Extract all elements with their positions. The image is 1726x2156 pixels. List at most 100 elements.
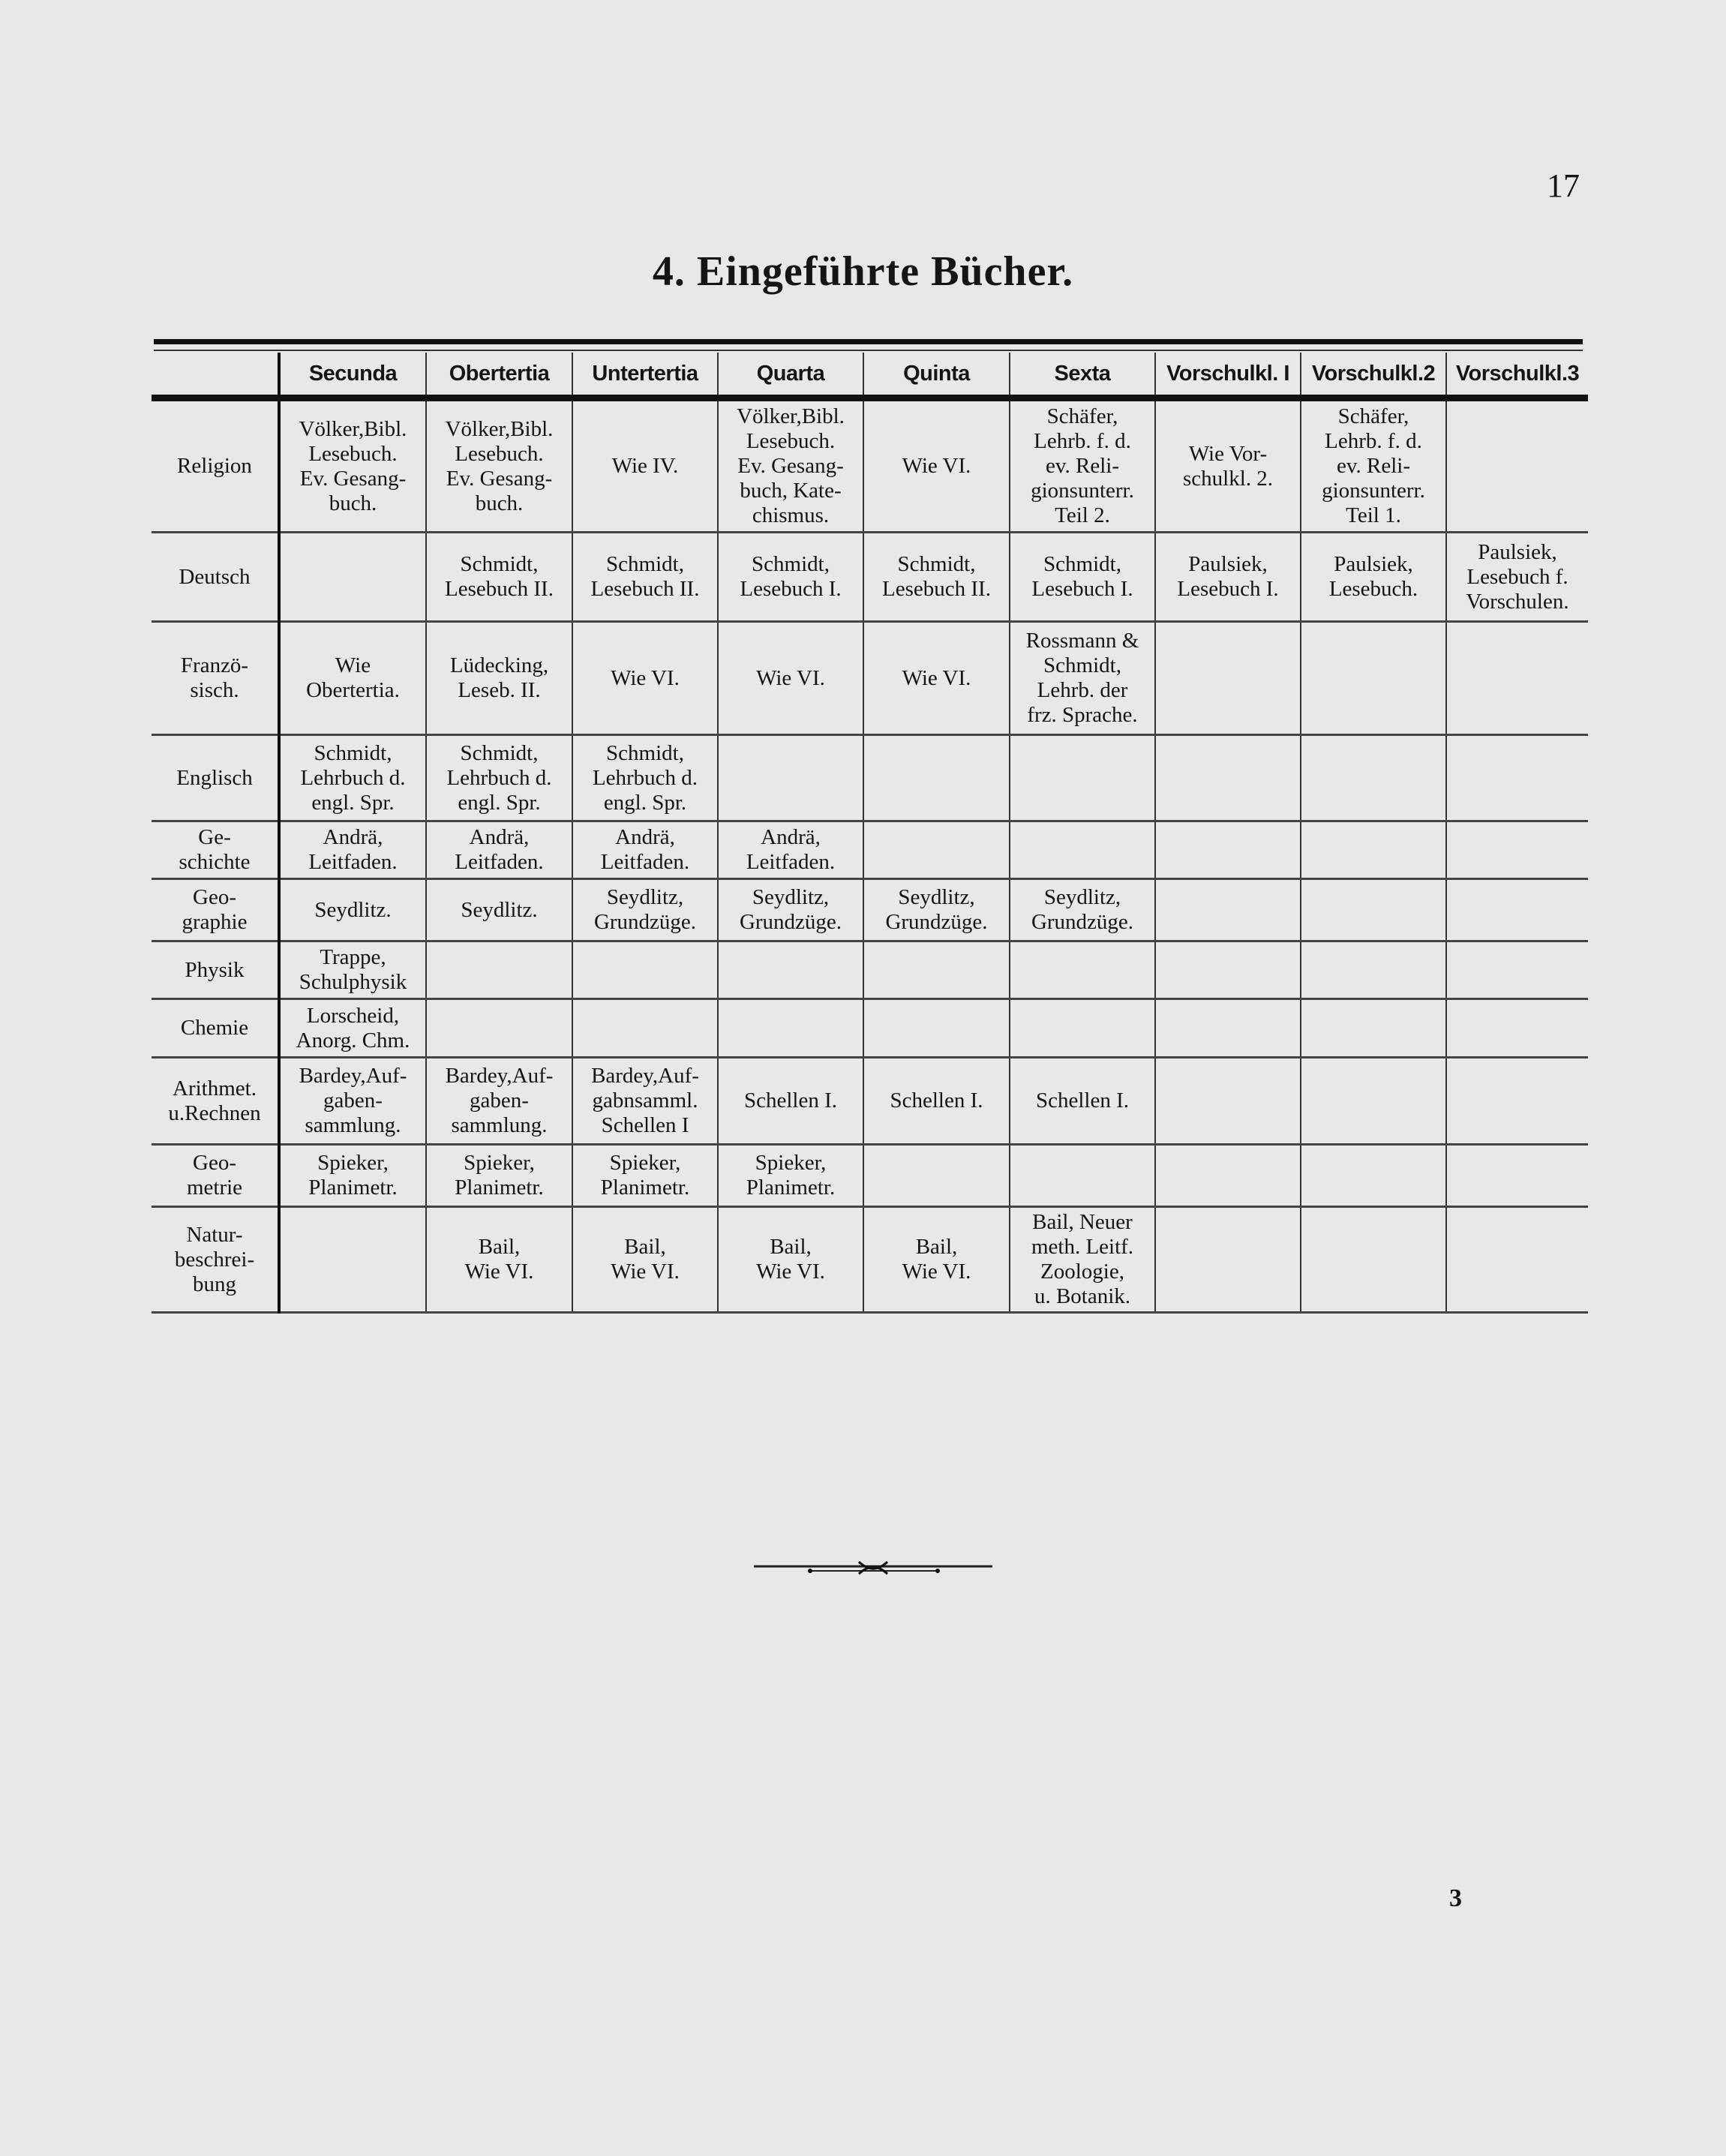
- top-rule: [154, 339, 1583, 344]
- table-cell: [863, 734, 1010, 822]
- subject-label: Franzö- sisch.: [152, 621, 279, 736]
- column-header: Vorschulkl.3: [1445, 353, 1588, 401]
- table-cell: Bardey,Auf- gaben- sammlung.: [425, 1057, 572, 1146]
- table-cell: [425, 998, 572, 1058]
- table-row: Geo- metrie Spieker, Planimetr. Spieker, P…: [152, 1144, 1588, 1208]
- table-row: Natur- beschrei- bung Bail, Wie VI. Bail, …: [152, 1206, 1588, 1314]
- table-cell: Seydlitz, Grundzüge.: [717, 878, 863, 942]
- table-cell: Wie Vor- schulkl. 2.: [1154, 398, 1301, 533]
- table-cell: [1154, 621, 1301, 736]
- table-cell: [1154, 734, 1301, 822]
- table-cell: Schmidt, Lehrbuch d. engl. Spr.: [278, 734, 426, 822]
- table-cell: [1445, 398, 1588, 533]
- table-cell: Bail, Wie VI.: [863, 1206, 1010, 1314]
- table-cell: Lüdecking, Leseb. II.: [425, 621, 572, 736]
- page-number: 17: [1547, 167, 1580, 204]
- signature-mark: 3: [1449, 1884, 1462, 1912]
- table-body: Religion Völker,Bibl. Lesebuch. Ev. Gesan…: [152, 398, 1588, 1314]
- table-cell: [1154, 878, 1301, 942]
- table-cell: [1154, 1206, 1301, 1314]
- table-cell: [1445, 998, 1588, 1058]
- table-cell: [278, 532, 426, 623]
- table-row: Franzö- sisch. Wie Obertertia. Lüdecking, …: [152, 621, 1588, 736]
- table-cell: Bail, Wie VI.: [425, 1206, 572, 1314]
- table-cell: Schmidt, Lesebuch I.: [1009, 532, 1155, 623]
- subject-label: Natur- beschrei- bung: [152, 1206, 279, 1314]
- table-cell: Bardey,Auf- gabnsamml. Schellen I: [572, 1057, 718, 1146]
- subject-label: Geo- metrie: [152, 1144, 279, 1208]
- books-table: Secunda Obertertia Untertertia Quarta Quinta…: [152, 353, 1588, 1314]
- table-cell: Bail, Neuer meth. Leitf. Zoologie, u. Bo…: [1009, 1206, 1155, 1314]
- table-cell: [1445, 878, 1588, 942]
- subject-label: Arithmet. u.Rechnen: [152, 1057, 279, 1146]
- column-header: Quinta: [863, 353, 1010, 401]
- table-cell: Rossmann & Schmidt, Lehrb. der frz. Spra…: [1009, 621, 1155, 736]
- table-cell: Wie VI.: [572, 621, 718, 736]
- table-cell: Schmidt, Lehrbuch d. engl. Spr.: [572, 734, 718, 822]
- column-header: Vorschulkl.2: [1300, 353, 1446, 401]
- table-cell: Bail, Wie VI.: [572, 1206, 718, 1314]
- page-title: 4. Eingeführte Bücher.: [652, 248, 1074, 295]
- table-cell: Schäfer, Lehrb. f. d. ev. Reli- gionsunt…: [1300, 398, 1446, 533]
- table-cell: [1009, 998, 1155, 1058]
- table-cell: [1154, 1144, 1301, 1208]
- table-cell: Andrä, Leitfaden.: [278, 821, 426, 880]
- top-rule-thin: [154, 350, 1583, 351]
- table-cell: [1445, 1057, 1588, 1146]
- table-cell: Spieker, Planimetr.: [278, 1144, 426, 1208]
- table-row: Englisch Schmidt, Lehrbuch d. engl. Spr. S…: [152, 734, 1588, 822]
- table-cell: [1300, 1057, 1446, 1146]
- table-cell: Spieker, Planimetr.: [572, 1144, 718, 1208]
- table-cell: [717, 941, 863, 1000]
- table-cell: Seydlitz, Grundzüge.: [1009, 878, 1155, 942]
- table-cell: [1154, 998, 1301, 1058]
- table-cell: [1445, 821, 1588, 880]
- table-cell: Schellen I.: [717, 1057, 863, 1146]
- column-header: Secunda: [278, 353, 426, 401]
- table-cell: [1445, 1206, 1588, 1314]
- table-cell: Schmidt, Lehrbuch d. engl. Spr.: [425, 734, 572, 822]
- table-row: Ge- schichte Andrä, Leitfaden. Andrä, Leit…: [152, 821, 1588, 880]
- table-cell: Trappe, Schulphysik: [278, 941, 426, 1000]
- table-cell: Schmidt, Lesebuch II.: [863, 532, 1010, 623]
- table-cell: [1445, 941, 1588, 1000]
- subject-label: Chemie: [152, 998, 279, 1058]
- subject-label: Englisch: [152, 734, 279, 822]
- table-cell: Wie VI.: [717, 621, 863, 736]
- table-cell: Wie Obertertia.: [278, 621, 426, 736]
- subject-label: Deutsch: [152, 532, 279, 623]
- table-cell: [1300, 998, 1446, 1058]
- table-cell: Paulsiek, Lesebuch f. Vorschulen.: [1445, 532, 1588, 623]
- table-cell: [1009, 941, 1155, 1000]
- table-cell: Paulsiek, Lesebuch I.: [1154, 532, 1301, 623]
- table-cell: [1300, 1144, 1446, 1208]
- table-cell: [1300, 821, 1446, 880]
- table-cell: Völker,Bibl. Lesebuch. Ev. Gesang- buch.: [425, 398, 572, 533]
- column-header: Sexta: [1009, 353, 1155, 401]
- subject-label: Religion: [152, 398, 279, 533]
- table-cell: [717, 734, 863, 822]
- table-cell: Lorscheid, Anorg. Chm.: [278, 998, 426, 1058]
- table-row: Geo- graphie Seydlitz. Seydlitz. Seydlitz, …: [152, 878, 1588, 942]
- column-header: Obertertia: [425, 353, 572, 401]
- table-cell: [717, 998, 863, 1058]
- table-cell: [1300, 941, 1446, 1000]
- table-cell: Bail, Wie VI.: [717, 1206, 863, 1314]
- table-cell: Andrä, Leitfaden.: [425, 821, 572, 880]
- subject-label: Ge- schichte: [152, 821, 279, 880]
- table-cell: [425, 941, 572, 1000]
- table-cell: Schmidt, Lesebuch II.: [425, 532, 572, 623]
- table-cell: Bardey,Auf- gaben- sammlung.: [278, 1057, 426, 1146]
- corner-header: [152, 353, 279, 401]
- table-cell: [1300, 734, 1446, 822]
- table-cell: [1009, 821, 1155, 880]
- table-cell: [863, 941, 1010, 1000]
- table-cell: [863, 998, 1010, 1058]
- table-cell: [863, 821, 1010, 880]
- table-cell: Wie IV.: [572, 398, 718, 533]
- table-cell: Schäfer, Lehrb. f. d. ev. Reli- gionsunt…: [1009, 398, 1155, 533]
- table-cell: Schmidt, Lesebuch I.: [717, 532, 863, 623]
- column-header: Quarta: [717, 353, 863, 401]
- table-cell: Seydlitz, Grundzüge.: [572, 878, 718, 942]
- table-cell: [1009, 1144, 1155, 1208]
